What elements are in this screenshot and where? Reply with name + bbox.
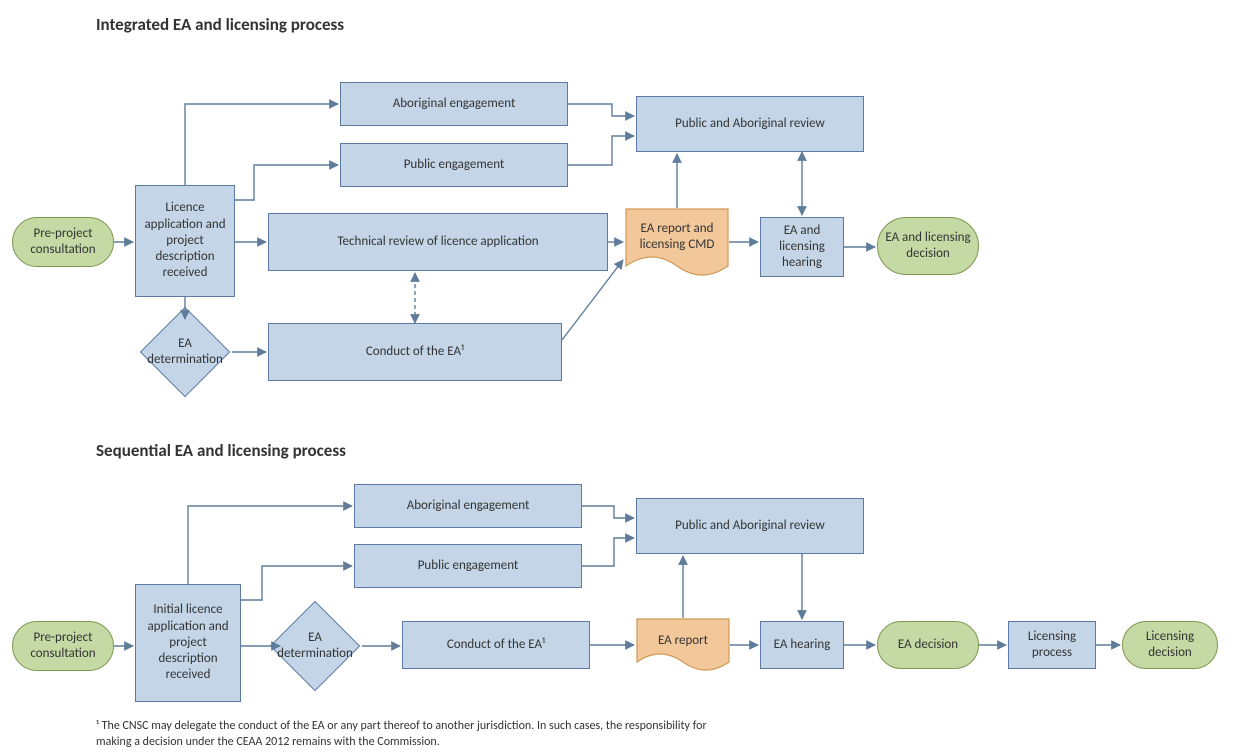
node-licensing-process: Licensing process [1008,621,1096,669]
node-licence-app-1: Licence application and project descript… [135,185,235,297]
node-public-review-1: Public and Aboriginal review [636,96,864,152]
node-public-2: Public engagement [354,544,582,588]
node-ea-determination-1: EA determination [138,320,232,384]
ea-determination-label-1: EA determination [144,336,226,369]
node-pre-project-2: Pre-project consultation [12,621,114,671]
node-public-1: Public engagement [340,143,568,187]
title-sequential: Sequential EA and licensing process [96,440,346,461]
node-cmd-label: EA report and licensing CMD [625,210,729,264]
diagram-canvas: Integrated EA and licensing process Sequ… [0,0,1236,753]
node-ea-report-label: EA report [636,620,730,662]
node-ea-decision: EA decision [877,621,979,669]
node-conduct-ea-1: Conduct of the EA¹ [268,323,562,381]
title-integrated: Integrated EA and licensing process [96,14,344,35]
node-public-review-2: Public and Aboriginal review [636,498,864,554]
node-hearing-1: EA and licensing hearing [760,217,844,277]
node-pre-project-1: Pre-project consultation [12,217,114,267]
footnote: ¹ The CNSC may delegate the conduct of t… [96,718,736,750]
ea-determination-label-2: EA determination [274,630,356,663]
node-hearing-2: EA hearing [760,621,844,669]
node-ea-determination-2: EA determination [268,614,362,678]
node-aboriginal-1: Aboriginal engagement [340,82,568,126]
node-decision-1: EA and licensing decision [877,217,979,275]
node-aboriginal-2: Aboriginal engagement [354,484,582,528]
node-licensing-decision: Licensing decision [1122,621,1218,669]
node-licence-app-2: Initial licence application and project … [135,584,241,702]
node-technical-review: Technical review of licence application [268,213,608,271]
node-conduct-ea-2: Conduct of the EA¹ [402,621,590,669]
